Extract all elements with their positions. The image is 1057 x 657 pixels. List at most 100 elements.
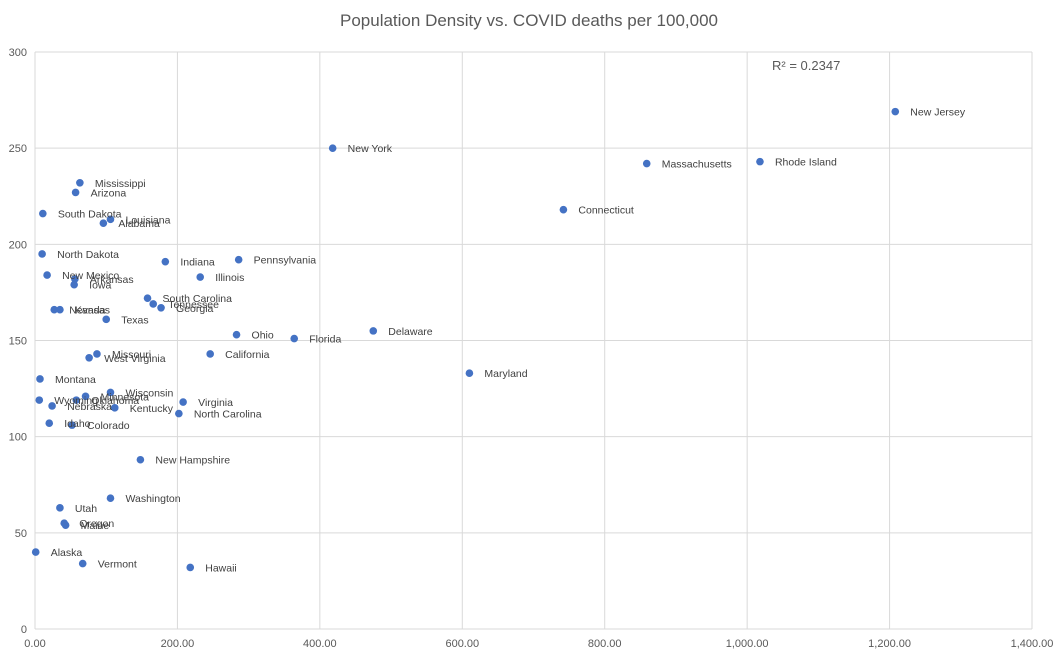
- data-point: [71, 188, 80, 197]
- data-label: Connecticut: [578, 205, 634, 217]
- data-point: [106, 494, 115, 503]
- data-point: [38, 250, 46, 258]
- data-point: [78, 559, 87, 568]
- y-tick-label: 150: [9, 336, 27, 348]
- data-label: South Dakota: [58, 209, 122, 221]
- y-tick-label: 50: [15, 528, 27, 540]
- data-point: [642, 159, 651, 168]
- data-point: [756, 157, 764, 166]
- data-point: [175, 409, 183, 418]
- r-squared-annotation: R² = 0.2347: [772, 58, 840, 73]
- data-label: Massachusetts: [662, 159, 732, 171]
- data-label: North Dakota: [57, 249, 119, 261]
- data-point: [76, 178, 84, 187]
- data-point: [891, 107, 900, 116]
- data-point: [106, 215, 115, 224]
- y-tick-label: 100: [9, 432, 27, 444]
- data-label: Hawaii: [205, 562, 237, 574]
- data-label: California: [225, 349, 270, 361]
- data-label: West Virginia: [104, 353, 166, 365]
- data-point: [161, 257, 170, 266]
- x-tick-label: 600.00: [445, 638, 479, 650]
- x-tick-label: 800.00: [588, 638, 622, 650]
- data-point: [72, 396, 81, 404]
- data-label: Montana: [55, 374, 96, 386]
- data-point: [48, 402, 56, 410]
- data-points: [31, 107, 900, 572]
- y-axis-ticks: 0 50 100 150 200 250 300: [9, 47, 27, 636]
- data-labels: New Jersey Rhode Island Massachusetts Conne…: [51, 107, 966, 575]
- data-point: [465, 369, 474, 377]
- data-label: Vermont: [98, 559, 137, 571]
- data-label: New Hampshire: [155, 455, 230, 467]
- data-point: [85, 354, 93, 362]
- data-point: [110, 404, 119, 412]
- data-point: [102, 315, 111, 324]
- gridlines: [34, 51, 1033, 630]
- data-label: Nebraska: [67, 401, 112, 413]
- x-tick-label: 0.00: [24, 638, 45, 650]
- data-label: Virginia: [198, 397, 233, 409]
- data-point: [50, 305, 59, 314]
- x-tick-label: 400.00: [303, 638, 337, 650]
- data-label: Maryland: [484, 368, 527, 380]
- data-label: New Jersey: [910, 107, 966, 119]
- data-point: [106, 388, 115, 397]
- data-label: Missouri: [112, 349, 151, 361]
- y-tick-label: 200: [9, 239, 27, 251]
- data-label: Rhode Island: [775, 157, 837, 169]
- data-point: [45, 419, 54, 428]
- data-label: Mississippi: [95, 178, 146, 190]
- x-tick-label: 1,400.00: [1011, 638, 1054, 650]
- data-point: [232, 330, 241, 339]
- data-label: Maine: [81, 520, 110, 532]
- data-label: Minnesota: [101, 391, 150, 403]
- data-label: Kentucky: [130, 403, 174, 415]
- data-label: Iowa: [89, 280, 111, 292]
- y-tick-label: 250: [9, 143, 27, 155]
- data-point: [290, 334, 299, 343]
- data-point: [559, 205, 568, 214]
- data-point: [43, 271, 51, 279]
- data-label: Tennessee: [168, 299, 219, 311]
- data-label: Alabama: [118, 218, 160, 230]
- x-tick-label: 1,200.00: [868, 638, 911, 650]
- data-label: Utah: [75, 503, 97, 515]
- data-point: [196, 273, 205, 281]
- data-point: [143, 294, 152, 302]
- data-label: Kansas: [75, 305, 110, 317]
- data-point: [149, 300, 158, 308]
- data-label: South Carolina: [163, 293, 233, 305]
- data-point: [81, 392, 90, 401]
- data-point: [56, 504, 64, 512]
- data-point: [93, 350, 101, 358]
- data-point: [70, 280, 78, 289]
- data-label: Colorado: [87, 420, 130, 432]
- y-tick-label: 0: [21, 624, 27, 636]
- data-point: [39, 209, 47, 218]
- data-label: Alaska: [51, 547, 83, 559]
- data-point: [99, 219, 108, 227]
- data-point: [234, 255, 243, 264]
- data-label: Arkansas: [90, 274, 134, 286]
- data-point: [136, 455, 145, 464]
- data-point: [179, 398, 187, 406]
- data-point: [71, 275, 79, 283]
- data-point: [31, 548, 40, 556]
- data-label: Wyoming: [54, 395, 98, 407]
- data-label: North Carolina: [194, 409, 262, 421]
- data-point: [157, 304, 165, 312]
- data-point: [206, 350, 214, 358]
- chart-title: Population Density vs. COVID deaths per …: [340, 11, 718, 30]
- data-point: [61, 521, 70, 529]
- data-label: Delaware: [388, 326, 433, 338]
- data-point: [56, 305, 64, 314]
- data-point: [36, 375, 44, 383]
- data-label: Georgia: [176, 303, 214, 315]
- data-label: Oregon: [79, 518, 114, 530]
- data-label: Oklahoma: [91, 395, 139, 407]
- data-label: Pennsylvania: [254, 255, 317, 267]
- data-label: Idaho: [64, 418, 90, 430]
- data-label: Texas: [121, 314, 148, 326]
